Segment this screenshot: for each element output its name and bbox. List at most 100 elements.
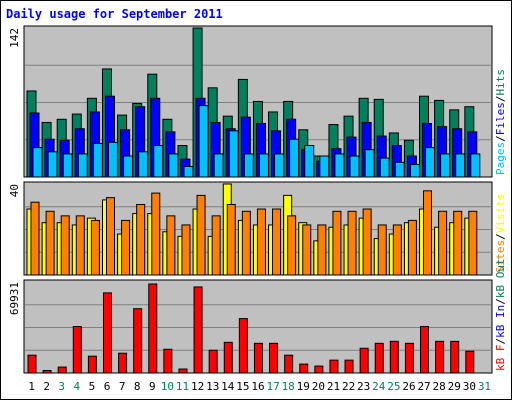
panel-kbytes: 69931 kB F/kB In/kB Out [8, 258, 507, 374]
bar-sites-day-1 [30, 201, 40, 276]
panel-series-legend: Sites/Visits [494, 194, 507, 274]
bar-kb-f-day-30 [465, 350, 475, 374]
day-label: 5 [89, 380, 96, 393]
legend-entry: / [494, 338, 507, 345]
bar-sites-day-28 [438, 210, 448, 276]
bar-sites-day-25 [392, 224, 402, 276]
legend-entry: / [494, 298, 507, 305]
bar-pages-day-15 [243, 153, 254, 178]
bar-pages-day-21 [334, 153, 345, 178]
bar-sites-day-14 [226, 203, 236, 276]
bar-kb-f-day-13 [208, 349, 218, 374]
bar-pages-day-27 [425, 147, 436, 178]
bar-kb-f-day-20 [314, 365, 324, 374]
bar-pages-day-8 [138, 151, 149, 178]
day-label: 11 [176, 380, 189, 393]
panel-visits-sites: 40 Sites/Visits [8, 181, 507, 276]
bar-kb-f-day-12 [193, 286, 203, 374]
bar-sites-day-20 [317, 224, 327, 276]
chart-title: Daily usage for September 2011 [6, 7, 223, 21]
legend-entry: kB In [494, 305, 507, 338]
bar-sites-day-22 [347, 210, 357, 276]
bar-sites-day-17 [272, 208, 282, 276]
bar-pages-day-25 [394, 161, 405, 178]
bar-kb-f-day-28 [435, 340, 445, 374]
bar-kb-f-day-14 [223, 341, 233, 374]
legend-entry: Sites [494, 240, 507, 273]
bar-kb-f-day-15 [238, 318, 248, 374]
day-label: 30 [463, 380, 476, 393]
bar-kb-f-day-29 [450, 340, 460, 374]
bar-kb-f-day-1 [27, 354, 37, 374]
bar-kb-f-day-18 [284, 354, 294, 374]
bar-kb-f-day-8 [133, 308, 143, 374]
day-label: 23 [357, 380, 370, 393]
bar-pages-day-5 [92, 142, 103, 178]
bar-pages-day-17 [274, 153, 285, 178]
bar-sites-day-26 [407, 219, 417, 276]
day-label: 15 [236, 380, 249, 393]
bar-sites-day-24 [377, 224, 387, 276]
bar-kb-f-day-17 [269, 342, 279, 374]
bar-pages-day-28 [440, 153, 451, 178]
day-label: 9 [149, 380, 156, 393]
bar-pages-day-13 [213, 153, 224, 178]
bar-sites-day-19 [302, 224, 312, 276]
bar-pages-day-6 [107, 141, 118, 178]
day-label: 7 [119, 380, 126, 393]
bar-pages-day-16 [258, 153, 269, 178]
day-label: 21 [327, 380, 340, 393]
bar-kb-f-day-22 [344, 359, 354, 374]
bar-pages-day-30 [470, 153, 481, 178]
bar-pages-day-4 [77, 153, 88, 178]
bar-kb-f-day-4 [72, 326, 82, 374]
day-label: 4 [74, 380, 81, 393]
bar-sites-day-16 [256, 208, 266, 276]
legend-entry: Visits [494, 194, 507, 234]
legend-entry: Files [494, 102, 507, 135]
bar-kb-f-day-11 [178, 368, 188, 374]
legend-entry: Pages [494, 142, 507, 175]
bar-pages-day-1 [32, 147, 43, 178]
day-label: 3 [58, 380, 65, 393]
bar-pages-day-24 [379, 157, 390, 178]
day-label: 27 [417, 380, 430, 393]
bar-sites-day-30 [468, 210, 478, 276]
bar-kb-f-day-19 [299, 363, 309, 374]
day-label: 12 [191, 380, 204, 393]
day-label: 31 [478, 380, 491, 393]
panel-series-legend: kB F/kB In/kB Out [494, 258, 507, 371]
panel-max-label: 142 [8, 28, 21, 48]
bar-kb-f-day-10 [163, 348, 173, 374]
bar-pages-day-9 [153, 145, 164, 178]
legend-entry: kB F [494, 345, 507, 372]
bar-sites-day-2 [45, 210, 55, 276]
bar-sites-day-27 [423, 190, 433, 276]
bar-kb-f-day-25 [389, 340, 399, 374]
day-label: 19 [297, 380, 310, 393]
bar-pages-day-11 [183, 166, 194, 178]
bar-kb-f-day-3 [57, 366, 67, 374]
legend-entry: / [494, 96, 507, 103]
day-label: 20 [312, 380, 325, 393]
day-label: 16 [251, 380, 264, 393]
bar-kb-f-day-21 [329, 359, 339, 374]
bar-kb-f-day-27 [420, 326, 430, 374]
bar-sites-day-15 [241, 210, 251, 276]
bar-pages-day-12 [198, 105, 209, 178]
bar-pages-day-23 [364, 149, 375, 178]
panel-series-legend: Pages/Files/Hits [494, 69, 507, 175]
legend-entry: Hits [494, 69, 507, 96]
day-label: 25 [387, 380, 400, 393]
bar-kb-f-day-23 [359, 347, 369, 374]
bar-sites-day-23 [362, 208, 372, 276]
bar-kb-f-day-5 [87, 355, 97, 374]
panel-max-label: 69931 [8, 282, 21, 315]
legend-entry: / [494, 233, 507, 240]
bar-kb-f-day-2 [42, 370, 52, 374]
bar-pages-day-14 [228, 130, 239, 178]
day-label: 2 [43, 380, 50, 393]
day-label: 6 [104, 380, 111, 393]
bar-sites-day-12 [196, 194, 206, 276]
